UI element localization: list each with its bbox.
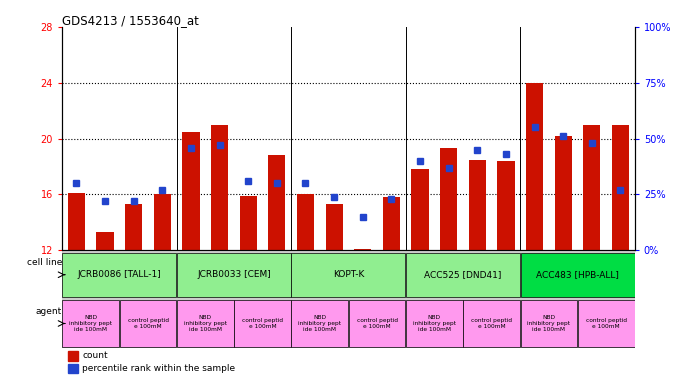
Bar <box>463 300 520 347</box>
Bar <box>520 300 578 347</box>
Text: NBD
inhibitory pept
ide 100mM: NBD inhibitory pept ide 100mM <box>69 315 112 332</box>
Text: control peptid
e 100mM: control peptid e 100mM <box>357 318 397 329</box>
Bar <box>555 136 572 250</box>
Bar <box>297 194 314 250</box>
Bar <box>68 364 78 374</box>
Bar <box>97 232 114 250</box>
Bar <box>291 253 406 297</box>
Bar <box>520 253 635 297</box>
Text: cell line: cell line <box>27 258 62 267</box>
Bar <box>62 253 177 297</box>
Bar <box>119 300 177 347</box>
Text: ACC525 [DND41]: ACC525 [DND41] <box>424 270 502 279</box>
Bar <box>354 249 371 250</box>
Text: NBD
inhibitory pept
ide 100mM: NBD inhibitory pept ide 100mM <box>413 315 456 332</box>
Text: ACC483 [HPB-ALL]: ACC483 [HPB-ALL] <box>536 270 619 279</box>
Bar <box>211 125 228 250</box>
Bar <box>177 300 234 347</box>
Text: NBD
inhibitory pept
ide 100mM: NBD inhibitory pept ide 100mM <box>527 315 571 332</box>
Text: control peptid
e 100mM: control peptid e 100mM <box>242 318 283 329</box>
Bar <box>177 253 291 297</box>
Bar <box>239 196 257 250</box>
Bar <box>583 125 600 250</box>
Bar <box>383 197 400 250</box>
Text: NBD
inhibitory pept
ide 100mM: NBD inhibitory pept ide 100mM <box>184 315 227 332</box>
Text: JCRB0033 [CEM]: JCRB0033 [CEM] <box>197 270 270 279</box>
Text: control peptid
e 100mM: control peptid e 100mM <box>471 318 512 329</box>
Bar <box>182 132 199 250</box>
Text: control peptid
e 100mM: control peptid e 100mM <box>128 318 168 329</box>
Bar <box>154 194 171 250</box>
Bar <box>326 204 343 250</box>
Bar <box>497 161 515 250</box>
Bar <box>469 160 486 250</box>
Bar <box>68 193 85 250</box>
Text: GDS4213 / 1553640_at: GDS4213 / 1553640_at <box>62 14 199 27</box>
Bar <box>234 300 291 347</box>
Bar <box>291 300 348 347</box>
Text: count: count <box>82 351 108 360</box>
Bar <box>62 300 119 347</box>
Text: NBD
inhibitory pept
ide 100mM: NBD inhibitory pept ide 100mM <box>298 315 342 332</box>
Text: control peptid
e 100mM: control peptid e 100mM <box>586 318 627 329</box>
Bar <box>411 169 428 250</box>
Bar <box>526 83 543 250</box>
Bar <box>68 351 78 361</box>
Bar <box>125 204 142 250</box>
Text: percentile rank within the sample: percentile rank within the sample <box>82 364 235 373</box>
Text: agent: agent <box>36 307 62 316</box>
Text: KOPT-K: KOPT-K <box>333 270 364 279</box>
Bar <box>612 125 629 250</box>
Text: JCRB0086 [TALL-1]: JCRB0086 [TALL-1] <box>77 270 161 279</box>
Bar <box>578 300 635 347</box>
Bar <box>348 300 406 347</box>
Bar <box>440 148 457 250</box>
Bar <box>406 253 520 297</box>
Bar <box>406 300 463 347</box>
Bar <box>268 156 286 250</box>
